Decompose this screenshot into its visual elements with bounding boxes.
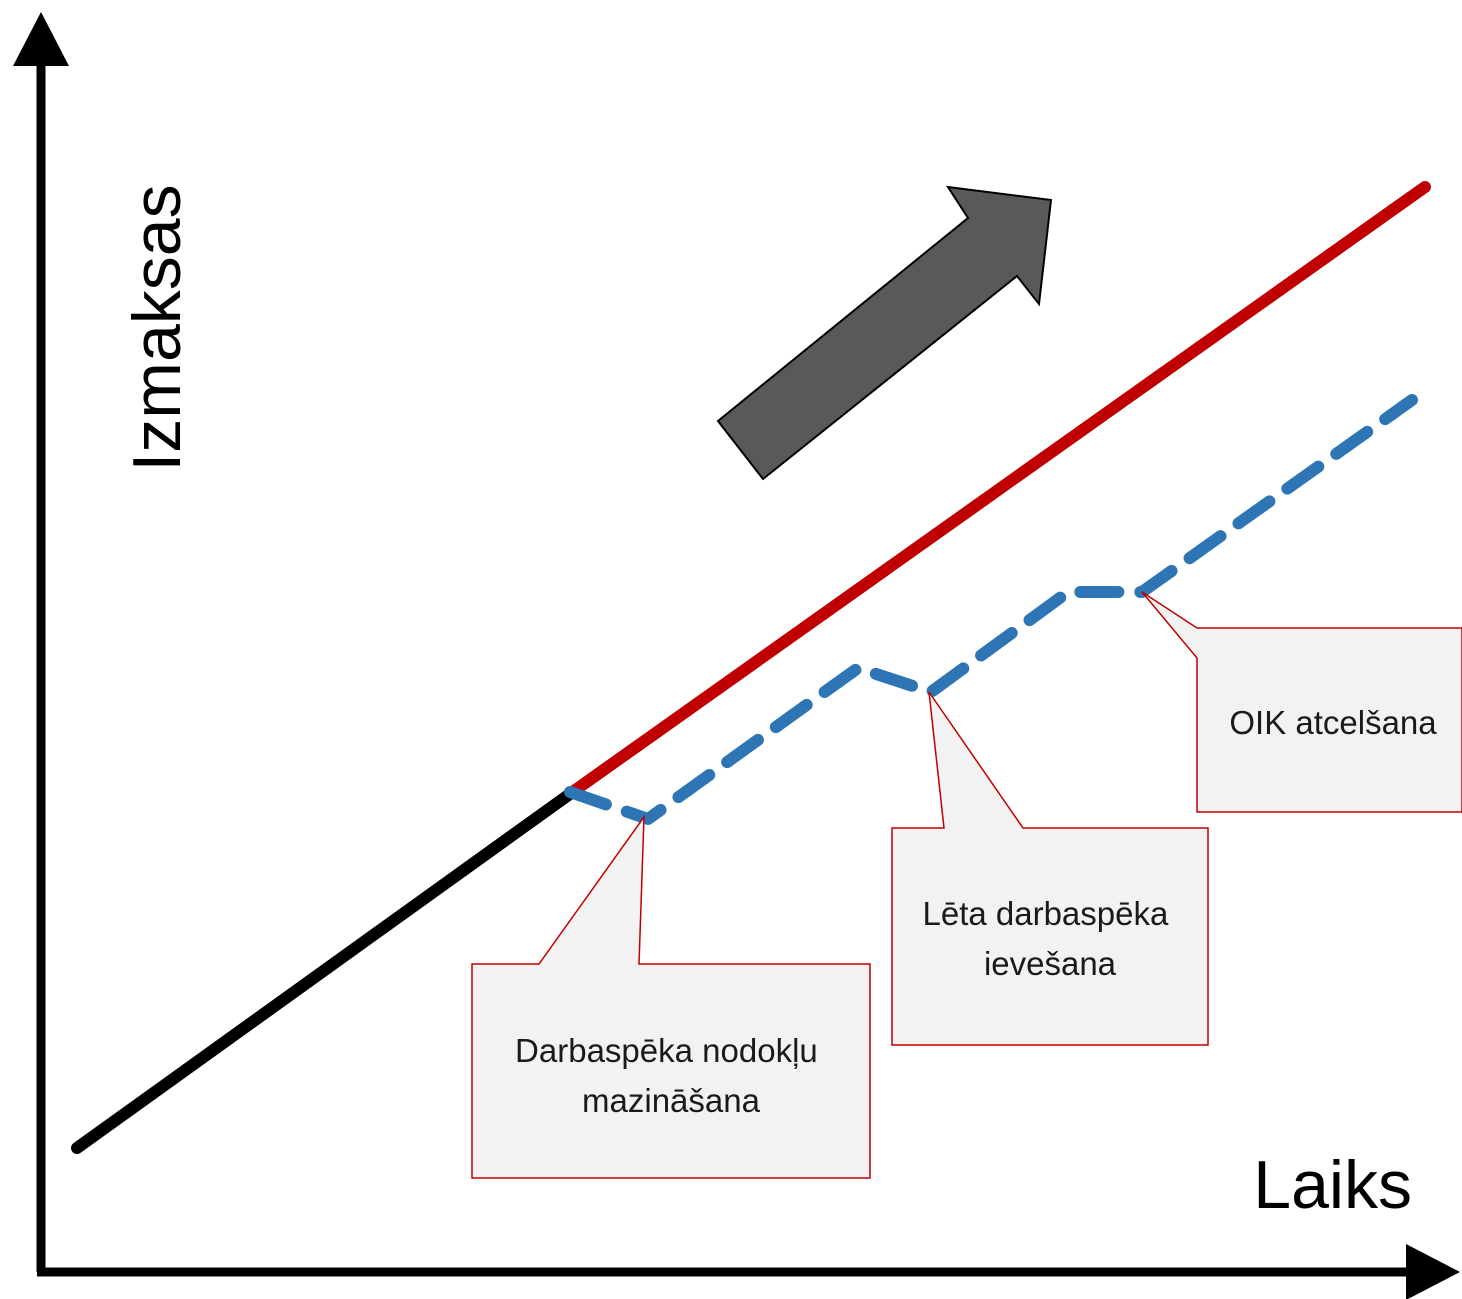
callout-box — [471, 814, 871, 1179]
up-right-arrow-icon — [716, 185, 1053, 481]
y-axis-label: Izmaksas — [119, 184, 195, 471]
projected-cost-line — [568, 181, 1431, 797]
x-axis-arrowhead — [1406, 1244, 1460, 1299]
callout-text: Darbaspēka nodokļu mazināšana — [515, 1032, 827, 1119]
callout-box — [1141, 591, 1462, 813]
baseline-cost-line — [71, 785, 580, 1154]
y-axis-arrowhead — [13, 12, 69, 66]
axes — [13, 12, 1460, 1299]
x-axis-label: Laiks — [1253, 1147, 1412, 1223]
callout-text: Lēta darbaspēka ievešana — [922, 895, 1177, 982]
callout-oik-abolition: OIK atcelšana — [1141, 591, 1462, 813]
callout-cheap-labor-import: Lēta darbaspēka ievešana — [891, 691, 1209, 1046]
callout-labor-tax-reduction: Darbaspēka nodokļu mazināšana — [471, 814, 871, 1179]
callout-text: OIK atcelšana — [1229, 704, 1437, 741]
callout-box — [891, 691, 1209, 1046]
